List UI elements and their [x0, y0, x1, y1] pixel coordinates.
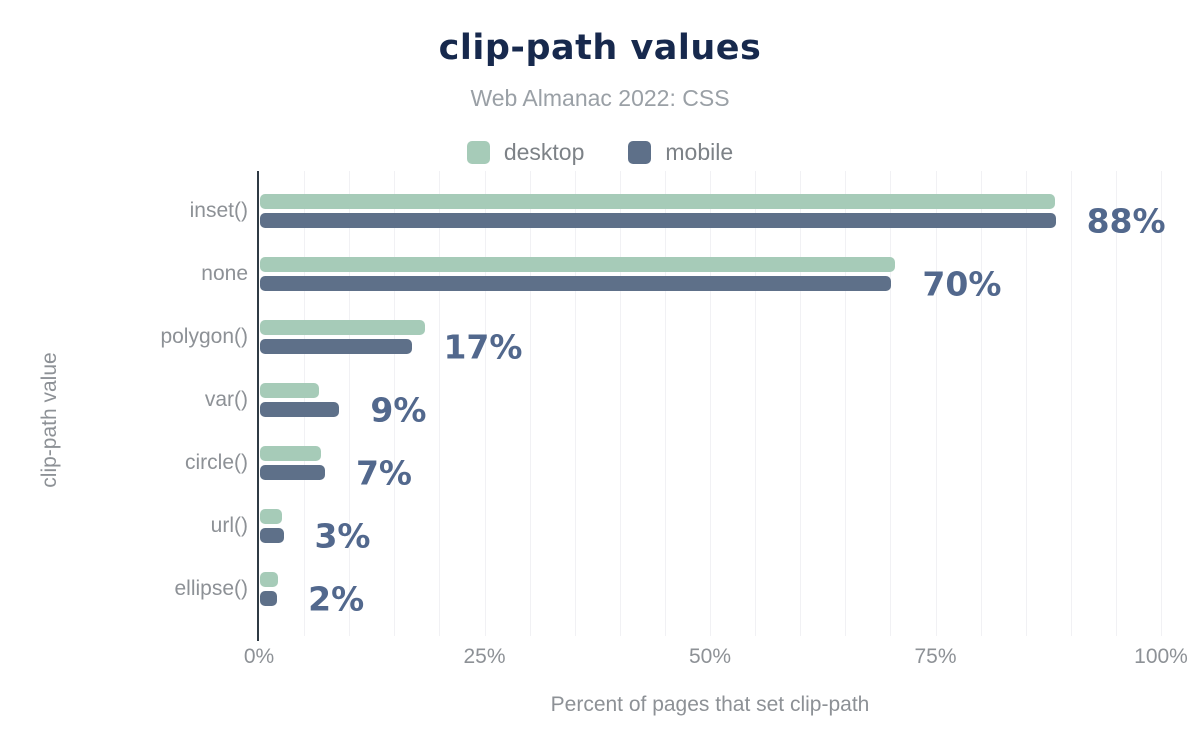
category-label: circle() [185, 451, 248, 474]
category-label: url() [210, 514, 248, 537]
value-label: 7% [355, 453, 412, 492]
gridline-80 [980, 171, 982, 636]
gridline-100 [1161, 171, 1162, 636]
bar-mobile-ellipse[interactable] [260, 591, 278, 606]
x-tick-100: 100% [1134, 645, 1188, 668]
chart-title: clip-path values [438, 28, 762, 68]
x-tick-75: 75% [914, 645, 957, 668]
category-label: ellipse() [174, 577, 248, 600]
value-label: 88% [1086, 201, 1166, 240]
gridline-75 [935, 171, 937, 636]
y-axis-line [257, 171, 259, 641]
legend-swatch-mobile-icon [628, 141, 652, 164]
legend-swatch-desktop-icon [466, 141, 490, 164]
gridline-60 [800, 171, 802, 636]
legend: desktop mobile [0, 139, 1200, 166]
x-axis-title: Percent of pages that set clip-path [550, 693, 870, 716]
bar-mobile-inset[interactable] [260, 213, 1056, 228]
gridline-55 [755, 171, 757, 636]
category-label: polygon() [160, 325, 248, 348]
gridline-95 [1115, 171, 1117, 636]
gridline-25 [484, 171, 486, 636]
x-tick-50: 50% [688, 645, 732, 668]
legend-item-desktop[interactable]: desktop [466, 139, 585, 166]
legend-item-mobile[interactable]: mobile [628, 139, 733, 166]
gridline-45 [664, 171, 666, 636]
x-tick-0: 0% [243, 645, 275, 668]
bar-mobile-url[interactable] [260, 528, 284, 543]
bar-desktop-var[interactable] [260, 383, 319, 398]
value-label: 2% [308, 579, 365, 618]
bar-desktop-circle[interactable] [260, 446, 322, 461]
x-tick-25: 25% [463, 645, 506, 668]
bar-mobile-circle[interactable] [260, 465, 325, 480]
category-label: none [201, 262, 248, 285]
gridline-30 [529, 171, 531, 636]
gridline-40 [619, 171, 621, 636]
value-label: 17% [443, 327, 523, 366]
gridline-90 [1070, 171, 1072, 636]
legend-label-mobile: mobile [665, 139, 734, 165]
gridline-10 [349, 171, 351, 636]
value-label: 70% [922, 264, 1002, 303]
chart-subtitle: Web Almanac 2022: CSS [470, 85, 730, 111]
value-label: 3% [314, 516, 371, 555]
gridline-70 [890, 171, 892, 636]
value-label: 9% [370, 390, 427, 429]
gridline-85 [1025, 171, 1027, 636]
legend-label-desktop: desktop [503, 139, 585, 165]
y-axis-title: clip-path value [38, 352, 61, 488]
bar-mobile-var[interactable] [260, 402, 340, 417]
gridline-20 [439, 171, 441, 636]
gridline-50 [710, 171, 711, 636]
bar-desktop-ellipse[interactable] [260, 572, 278, 587]
bar-mobile-none[interactable] [260, 276, 892, 291]
bar-desktop-polygon[interactable] [260, 320, 426, 335]
bar-desktop-url[interactable] [260, 509, 282, 524]
gridline-65 [845, 171, 847, 636]
bar-mobile-polygon[interactable] [260, 339, 413, 354]
gridline-35 [574, 171, 576, 636]
category-label: var() [204, 388, 248, 411]
bar-desktop-none[interactable] [260, 257, 895, 272]
category-label: inset() [189, 199, 248, 222]
gridline-15 [394, 171, 396, 636]
bar-desktop-inset[interactable] [260, 194, 1055, 209]
